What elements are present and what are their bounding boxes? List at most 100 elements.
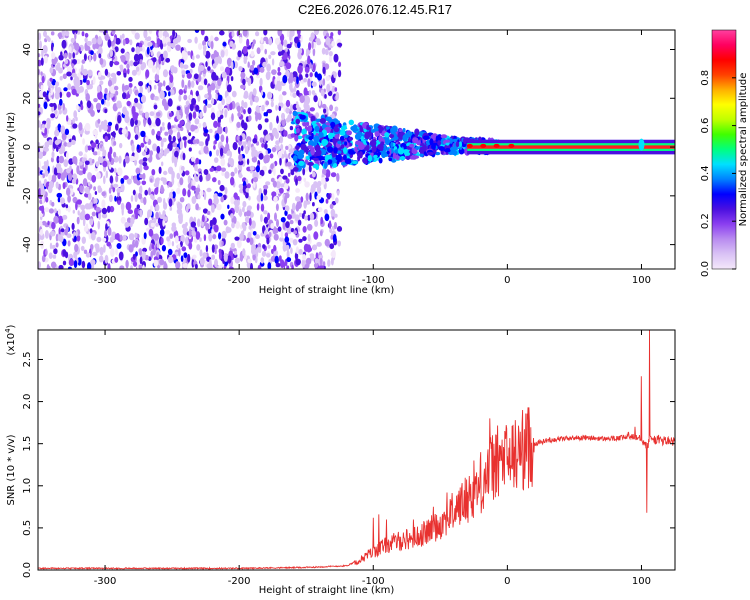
spectrogram-noise-mark (229, 102, 233, 111)
spectrogram-noise-mark (204, 35, 209, 42)
spectrogram-noise-mark (134, 193, 138, 203)
spectrogram-noise-mark (308, 164, 312, 173)
spectrogram-noise-mark (58, 54, 64, 61)
spectrogram-noise-mark (198, 122, 202, 129)
spectrogram-noise-mark (240, 71, 246, 79)
spectrogram-noise-mark (53, 248, 58, 255)
spectrogram-noise-mark (150, 178, 153, 183)
spectrogram-noise-mark (175, 261, 181, 269)
spectrogram-noise-mark (134, 32, 140, 40)
spectrogram-noise-mark (107, 263, 111, 269)
spectrogram-noise-mark (238, 36, 243, 44)
spectrogram-onset-mark (344, 141, 348, 146)
spectrogram-noise-mark (101, 199, 106, 209)
spectrogram-noise-mark (210, 53, 216, 60)
spectrogram-noise-mark (195, 138, 200, 144)
spectrogram-noise-mark (149, 111, 155, 117)
spectrogram-noise-mark (176, 114, 182, 120)
spectrogram-noise-mark (78, 86, 84, 93)
spectrogram-noise-mark (263, 184, 269, 190)
spectrogram-noise-mark (315, 38, 321, 43)
spectrogram-noise-mark (304, 181, 310, 188)
spectrogram-noise-mark (78, 161, 83, 166)
spectrogram-noise-mark (295, 246, 299, 255)
spectrogram-noise-mark (228, 266, 234, 269)
spectrogram-noise-mark (171, 154, 175, 164)
spectrogram-noise-mark (210, 112, 216, 120)
spectrogram-noise-mark (284, 210, 288, 216)
spectrogram-noise-mark (228, 157, 232, 165)
spectrogram-noise-mark (131, 175, 134, 180)
spectrogram-noise-mark (51, 174, 57, 183)
spectrogram-noise-mark (66, 168, 71, 174)
spectrogram-noise-mark (274, 255, 279, 265)
spectrogram-noise-mark (205, 245, 209, 253)
spectrogram-noise-mark (213, 120, 219, 128)
spectrogram-noise-mark (226, 84, 232, 93)
spectrogram-noise-mark (110, 72, 117, 78)
spectrogram-noise-mark (331, 40, 336, 47)
spectrogram-noise-mark (239, 253, 244, 262)
spectrogram-noise-mark (187, 51, 191, 56)
spectrogram-onset-mark (404, 132, 411, 139)
spectrogram-noise-mark (295, 196, 301, 202)
spectrogram-noise-mark (259, 77, 263, 87)
spectrogram-onset-mark (334, 134, 340, 140)
spectrogram-noise-mark (87, 192, 92, 201)
spectrogram-noise-mark (78, 122, 83, 131)
spectrogram-noise-mark (121, 127, 127, 135)
spectrogram-noise-mark (160, 184, 164, 194)
spectrogram-noise-mark (129, 39, 133, 46)
spectrogram-noise-mark (153, 84, 157, 90)
spectrogram-noise-mark (48, 208, 55, 214)
spectrogram-noise-mark (73, 251, 78, 259)
spectrogram-noise-mark (247, 61, 250, 68)
spectrogram-noise-mark (221, 98, 226, 106)
spectrogram-noise-mark (64, 128, 70, 135)
spectrogram-noise-mark (238, 66, 243, 72)
spectrogram-onset-mark (330, 121, 336, 128)
spectrogram-noise-mark (273, 167, 276, 176)
spectrogram-noise-mark (41, 195, 45, 205)
spectrogram-noise-mark (146, 36, 149, 42)
spectrogram-noise-mark (83, 249, 88, 254)
spectrogram-noise-mark (110, 88, 114, 94)
spectrogram-noise-mark (256, 203, 260, 211)
spectrogram-noise-mark (254, 96, 259, 103)
spectrogram-noise-mark (333, 71, 337, 79)
spectrogram-noise-mark (224, 126, 228, 134)
spectrogram-noise-mark (215, 149, 220, 157)
spectrogram-noise-mark (95, 102, 102, 111)
spectrogram-noise-mark (38, 233, 41, 242)
spectrogram-noise-mark (135, 66, 140, 72)
spectrogram-noise-mark (117, 200, 121, 206)
spectrogram-noise-mark (312, 254, 315, 262)
spectrogram-noise-mark (116, 187, 122, 193)
spectrogram-noise-mark (218, 232, 222, 240)
spectrogram-noise-mark (43, 163, 48, 172)
spectrogram-noise-mark (142, 161, 148, 167)
spectrogram-noise-mark (279, 157, 282, 166)
spectrogram-noise-mark (218, 251, 222, 260)
spectrogram-noise-mark (247, 77, 252, 86)
spectrogram-noise-mark (311, 81, 317, 87)
spectrogram-noise-mark (206, 210, 211, 215)
spectrogram-noise-mark (66, 187, 71, 196)
spectrogram-noise-mark (220, 50, 225, 58)
spectrogram-noise-mark (248, 195, 251, 201)
spectrogram-frame (37, 29, 676, 270)
spectrogram-noise-mark (139, 59, 143, 65)
colorbar-label: Normalized spectral amplitude (738, 73, 749, 227)
spectrogram-noise-mark (205, 61, 208, 68)
spectrogram-noise-mark (292, 71, 298, 79)
spectrogram-noise-mark (148, 30, 153, 34)
spectrogram-noise-mark (225, 135, 229, 144)
spectrogram-noise-mark (284, 150, 287, 158)
spectrogram-noise-mark (67, 266, 72, 269)
spectrogram-noise-mark (104, 87, 108, 95)
spectrogram-noise-mark (316, 241, 322, 247)
spectrogram-noise-mark (113, 36, 117, 45)
spectrogram-noise-mark (84, 37, 88, 43)
spectrogram-noise-mark (244, 146, 249, 155)
